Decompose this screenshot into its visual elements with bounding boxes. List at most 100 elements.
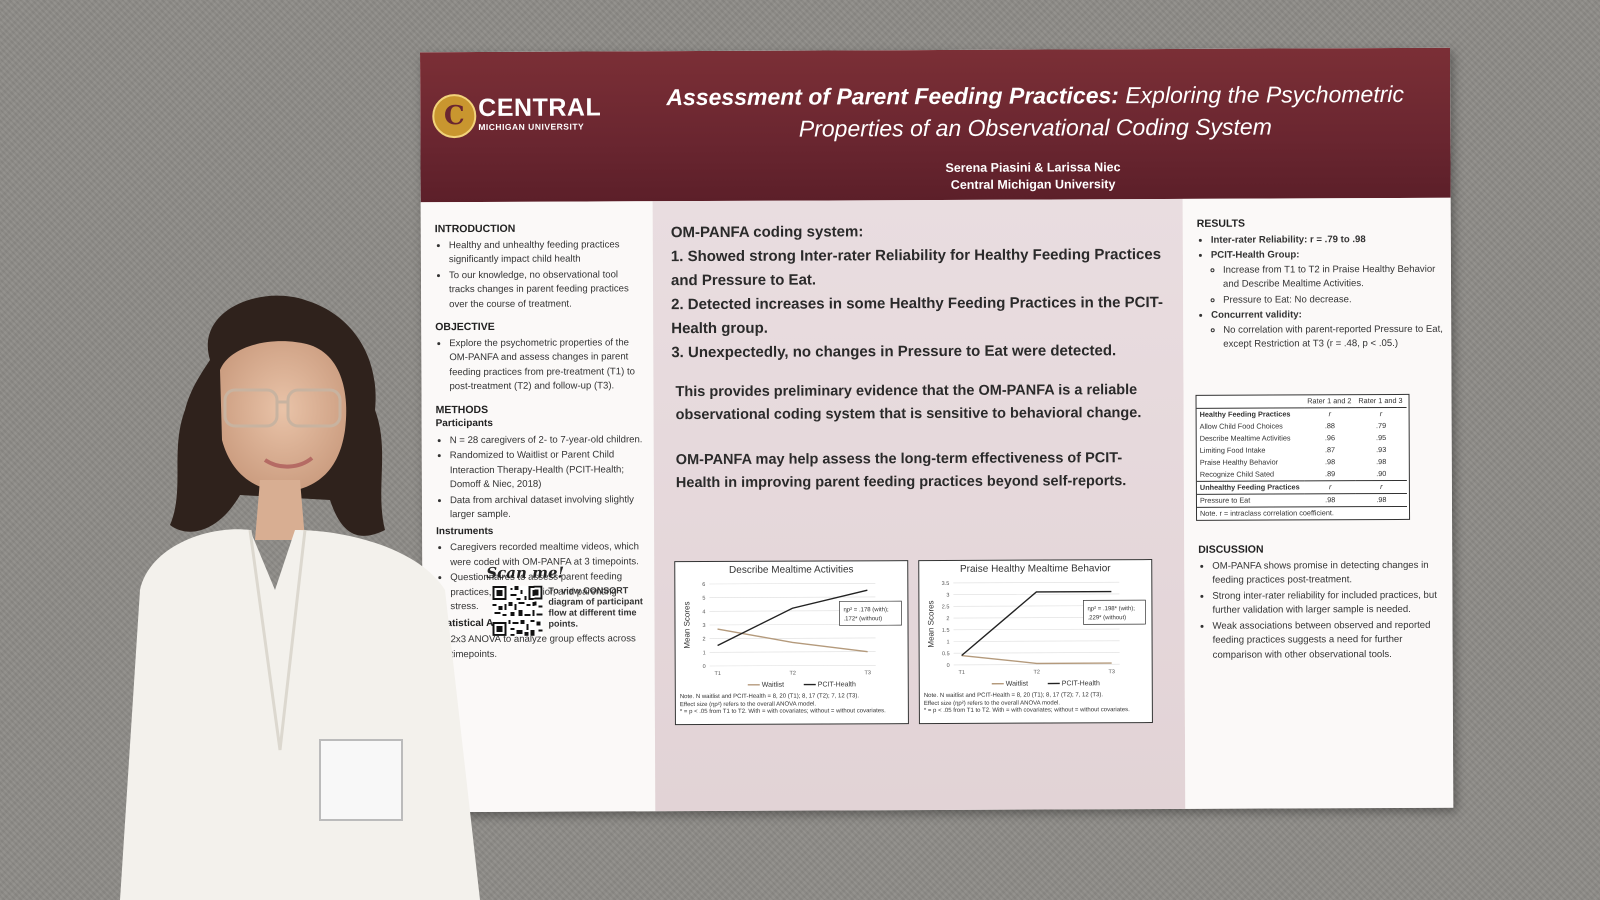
poster-header: C CENTRAL MICHIGAN UNIVERSITY Assessment… bbox=[420, 47, 1451, 203]
annotation-text: .229* (without) bbox=[1087, 615, 1126, 621]
list-item: Pressure to Eat: No decrease. bbox=[1223, 292, 1443, 307]
key-findings: OM-PANFA coding system: 1. Showed strong… bbox=[671, 219, 1172, 365]
qr-code-icon[interactable] bbox=[492, 585, 543, 636]
y-tick-label: 3 bbox=[702, 623, 705, 629]
table-group-label: Unhealthy Feeding Practices bbox=[1199, 482, 1300, 492]
gridline bbox=[709, 651, 876, 653]
list-item: Increase from T1 to T2 in Praise Healthy… bbox=[1223, 262, 1443, 292]
table-row: Allow Child Food Choices .88 .79 bbox=[1197, 420, 1407, 433]
y-tick-label: 0 bbox=[703, 664, 706, 670]
legend-label: PCIT-Health bbox=[1062, 680, 1100, 687]
table-note: Note. r = intraclass correlation coeffic… bbox=[1200, 508, 1334, 518]
presenter-person bbox=[120, 295, 480, 900]
neck-shape bbox=[255, 480, 305, 540]
table-cell: Describe Mealtime Activities bbox=[1199, 433, 1291, 443]
list-pcit: Increase from T1 to T2 in Praise Healthy… bbox=[1211, 262, 1443, 308]
series-line-pcit-health bbox=[717, 589, 868, 647]
table-cell: .98 bbox=[1376, 457, 1387, 467]
table-cell: .98 bbox=[1325, 495, 1336, 505]
y-tick-label: 3 bbox=[946, 593, 949, 599]
list-item: Strong inter-rater reliability for inclu… bbox=[1212, 588, 1444, 618]
table-row: Describe Mealtime Activities .96 .95 bbox=[1197, 432, 1407, 445]
table-header: Rater 1 and 3 bbox=[1358, 395, 1403, 406]
annotation-box bbox=[839, 600, 902, 626]
discussion-section: DISCUSSION OM-PANFA shows promise in det… bbox=[1198, 542, 1445, 671]
table-group-row: Unhealthy Feeding Practices r r bbox=[1196, 480, 1407, 495]
table-cell: r bbox=[1379, 409, 1383, 419]
table-cell: .98 bbox=[1376, 495, 1387, 505]
research-poster: C CENTRAL MICHIGAN UNIVERSITY Assessment… bbox=[420, 47, 1454, 813]
table-row: Recognize Child Sated .89 .90 bbox=[1197, 468, 1407, 481]
line-chart: 0 0.5 1 1.5 2 2.5 3 3.5 Mean Scores T1 T2 T3 Waitlis… bbox=[926, 581, 1146, 688]
table-note-row: Note. r = intraclass correlation coeffic… bbox=[1196, 506, 1408, 520]
table-row: Pressure to Eat .98 .98 bbox=[1196, 493, 1407, 508]
table-cell: .88 bbox=[1324, 421, 1336, 431]
list-results: Inter-rater Reliability: r = .79 to .98 … bbox=[1197, 232, 1444, 352]
chart-praise-healthy: Praise Healthy Mealtime Behavior 0 0.5 1 1.… bbox=[918, 559, 1153, 725]
series-line-waitlist bbox=[961, 654, 1112, 665]
y-tick-label: 1 bbox=[703, 650, 706, 656]
list-item: No correlation with parent-reported Pres… bbox=[1223, 322, 1443, 352]
concurrent-heading: Concurrent validity: bbox=[1211, 309, 1302, 321]
y-axis-label: Mean Scores bbox=[926, 600, 935, 647]
chart-note: Note. N waitlist and PCIT-Health = 8, 20… bbox=[680, 693, 906, 716]
x-tick-label: T1 bbox=[714, 671, 720, 677]
logo-name: CENTRAL bbox=[478, 93, 602, 122]
table-cell: Allow Child Food Choices bbox=[1199, 421, 1283, 431]
conclusion-paragraph: This provides preliminary evidence that … bbox=[675, 382, 1142, 424]
y-tick-label: 5 bbox=[702, 596, 705, 602]
y-tick-label: 1 bbox=[947, 640, 950, 646]
legend-label: Waitlist bbox=[762, 682, 784, 689]
list-concurrent: No correlation with parent-reported Pres… bbox=[1211, 322, 1443, 352]
table-cell: Praise Healthy Behavior bbox=[1199, 457, 1279, 467]
y-tick-label: 2 bbox=[946, 616, 949, 622]
table-row: Praise Healthy Behavior .98 .98 bbox=[1197, 456, 1407, 469]
gridline bbox=[953, 663, 1120, 666]
gridline bbox=[709, 637, 876, 639]
table-header-row: Rater 1 and 2 Rater 1 and 3 bbox=[1197, 395, 1407, 408]
table-cell: .89 bbox=[1325, 469, 1336, 479]
pcit-heading: PCIT-Health Group: bbox=[1210, 249, 1300, 261]
table-cell: Recognize Child Sated bbox=[1199, 469, 1275, 479]
x-tick-label: T1 bbox=[958, 670, 964, 676]
list-item: Healthy and unhealthy feeding practices … bbox=[449, 238, 645, 268]
chart-note-line: * = p < .05 from T1 to T2. With = with c… bbox=[679, 708, 886, 716]
qr-description: To view CONSORT diagram of participant f… bbox=[548, 585, 643, 629]
right-column: RESULTS Inter-rater Reliability: r = .79… bbox=[1182, 197, 1454, 809]
y-tick-label: 2 bbox=[702, 637, 705, 643]
gridline bbox=[953, 581, 1120, 584]
table-cell: .87 bbox=[1324, 445, 1336, 455]
series-line-pcit-health bbox=[961, 590, 1112, 657]
finding-3: 3. Unexpectedly, no changes in Pressure … bbox=[671, 342, 1117, 362]
face-shape bbox=[220, 341, 347, 492]
table-group-row: Healthy Feeding Practices r r bbox=[1196, 407, 1407, 421]
table-cell: .98 bbox=[1324, 457, 1336, 467]
table-cell: .79 bbox=[1375, 421, 1387, 431]
y-tick-label: 0.5 bbox=[942, 651, 950, 657]
finding-1: 1. Showed strong Inter-rater Reliability… bbox=[670, 246, 1162, 290]
y-tick-label: 1.5 bbox=[942, 628, 950, 634]
list-discussion: OM-PANFA shows promise in detecting chan… bbox=[1198, 558, 1444, 663]
x-tick-label: T3 bbox=[864, 670, 870, 676]
table-cell: r bbox=[1380, 482, 1383, 492]
author-affiliation: Central Michigan University bbox=[950, 177, 1116, 192]
finding-2: 2. Detected increases in some Healthy Fe… bbox=[671, 294, 1163, 338]
table-cell: .96 bbox=[1324, 433, 1336, 443]
x-tick-label: T3 bbox=[1108, 669, 1114, 675]
section-heading-introduction: INTRODUCTION bbox=[434, 222, 516, 236]
y-tick-label: 6 bbox=[702, 582, 705, 588]
gridline bbox=[709, 596, 876, 598]
logo-c-icon: C bbox=[432, 94, 477, 139]
poster-title: Assessment of Parent Feeding Practices: … bbox=[625, 78, 1445, 146]
table: Rater 1 and 2 Rater 1 and 3 Healthy Feed… bbox=[1196, 395, 1408, 520]
implication-paragraph: OM-PANFA may help assess the long-term e… bbox=[675, 450, 1127, 492]
poster-authors: Serena Piasini & Larissa Niec Central Mi… bbox=[420, 158, 1450, 196]
gridline bbox=[953, 593, 1120, 595]
chart-describe-mealtime: Describe Mealtime Activities 0 1 2 3 4 5 6 Mean… bbox=[674, 560, 909, 726]
table-cell: .95 bbox=[1376, 433, 1387, 443]
gridline bbox=[953, 640, 1120, 642]
x-tick-label: T2 bbox=[1033, 670, 1039, 676]
list-item: Inter-rater Reliability: r = .79 to .98 bbox=[1211, 232, 1443, 248]
gridline bbox=[953, 652, 1120, 654]
name-badge-icon bbox=[319, 739, 403, 821]
